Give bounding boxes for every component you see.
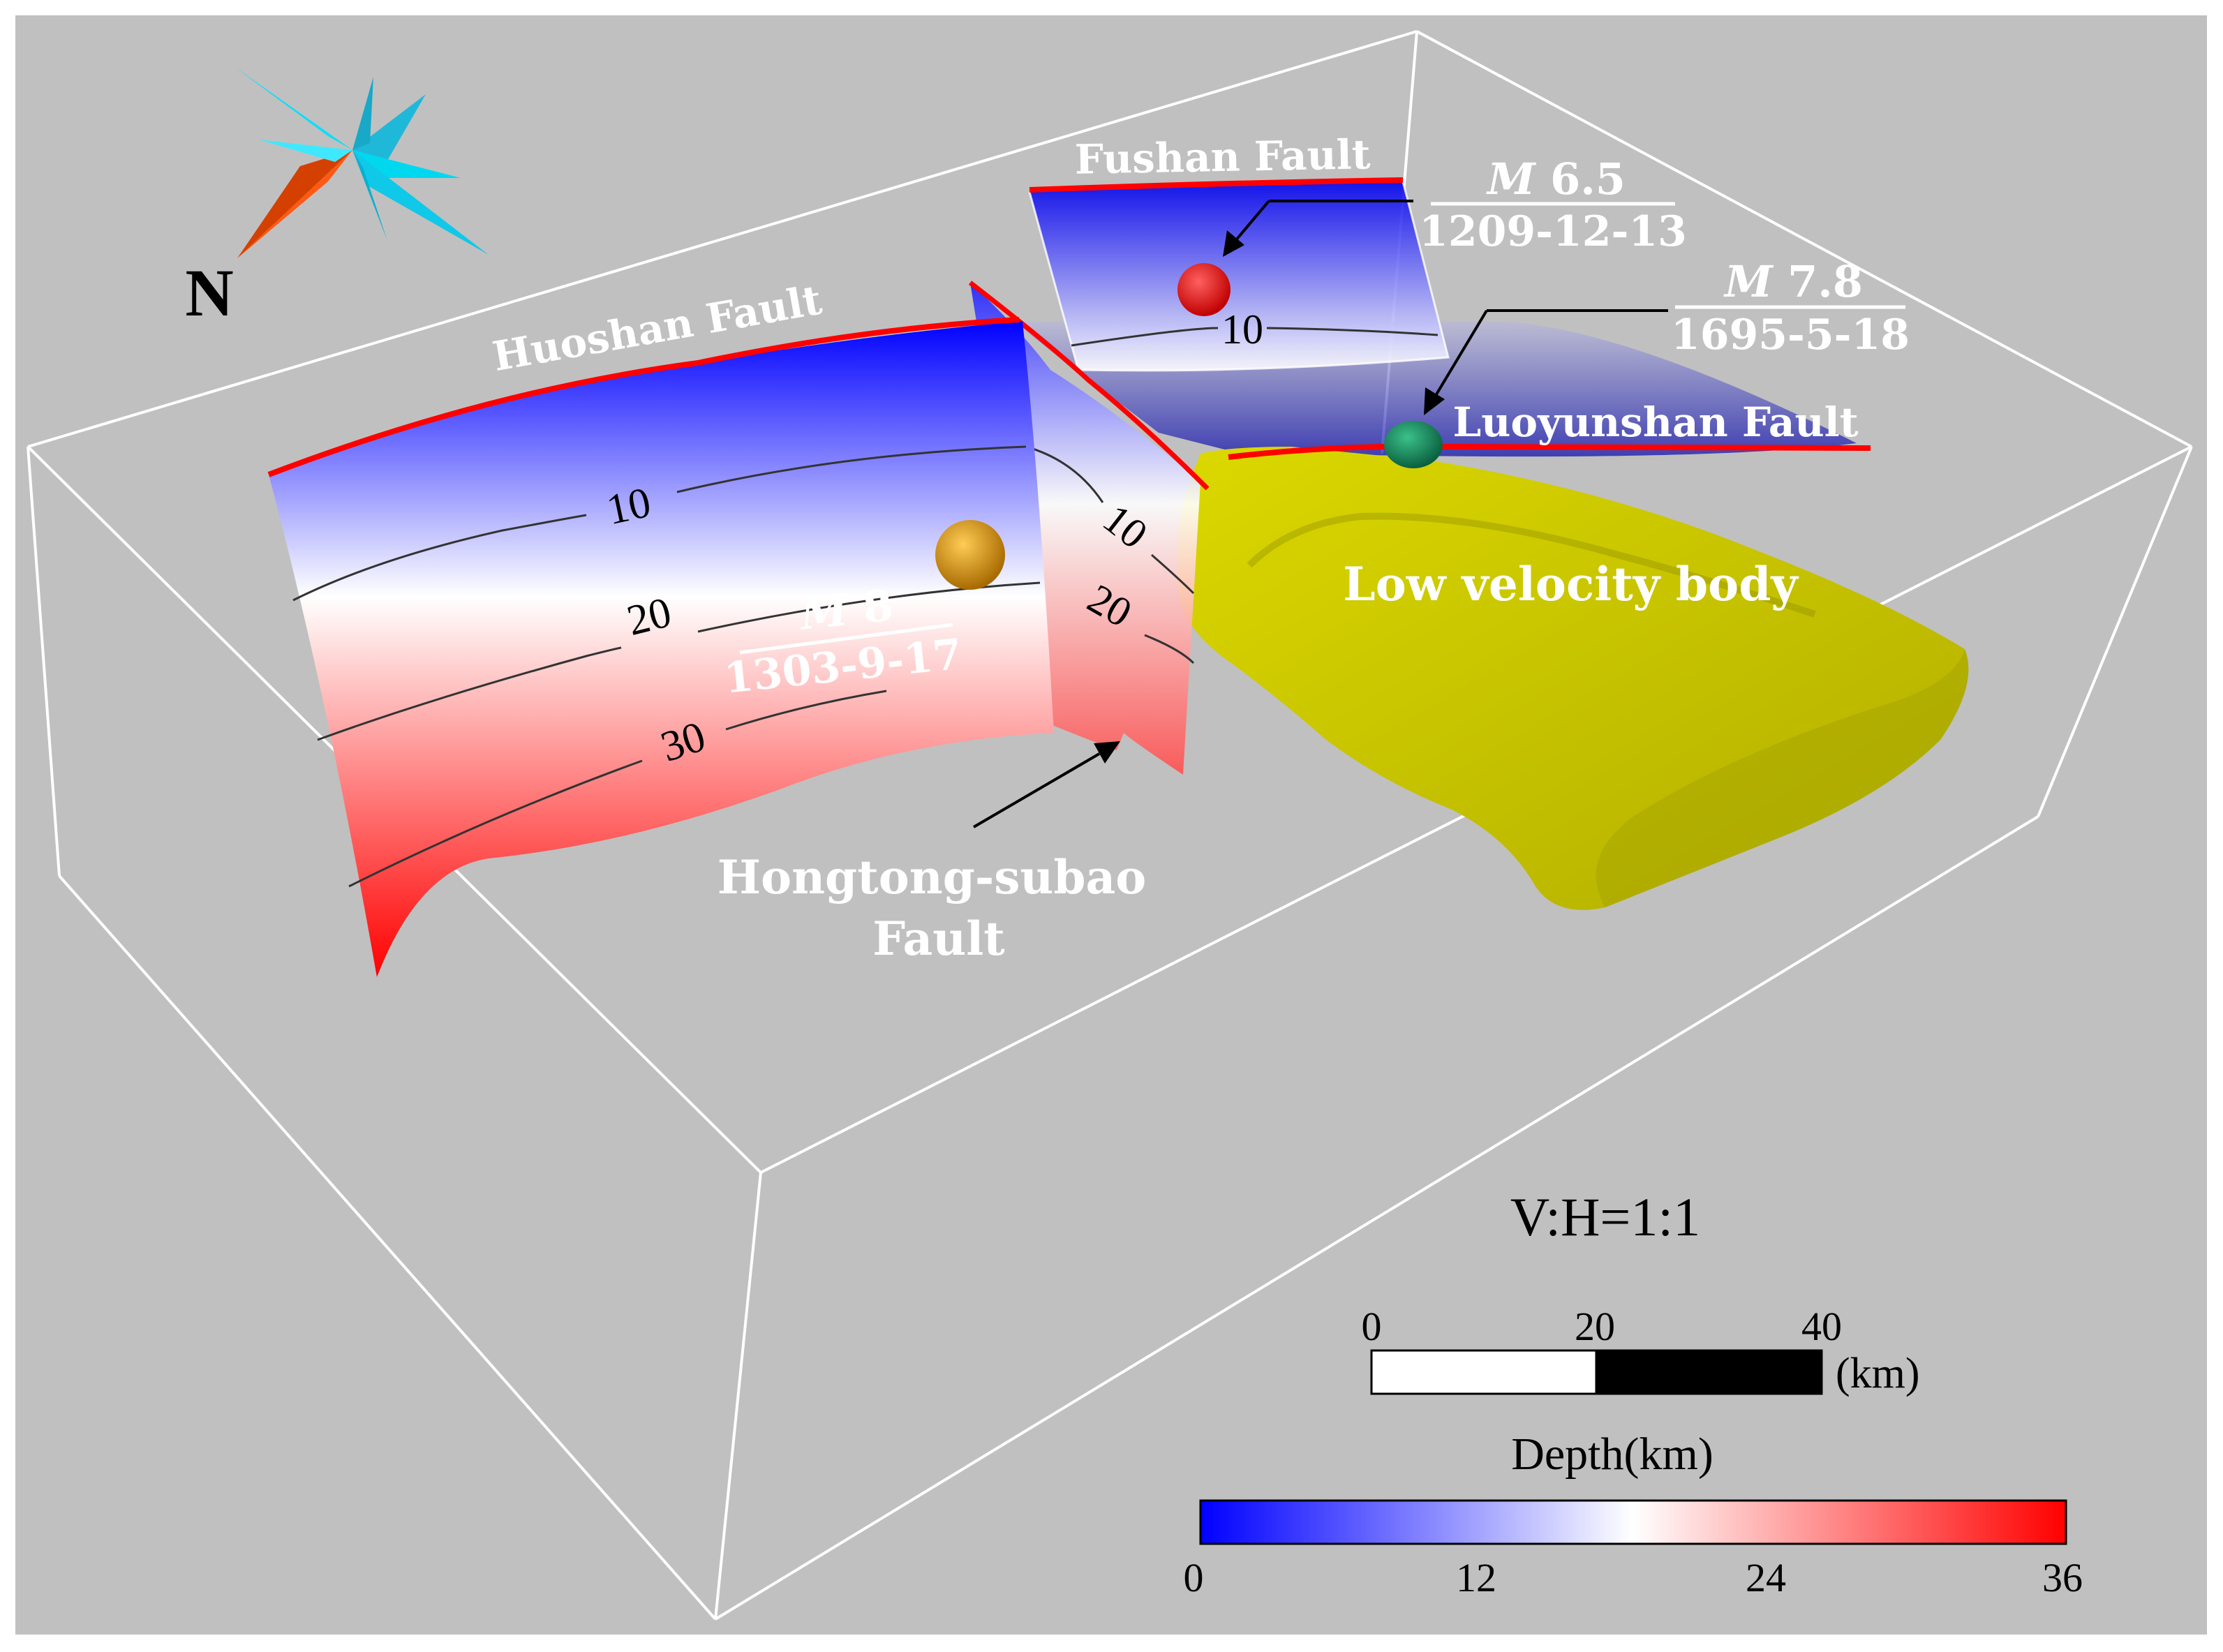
earthquake-marker-m8	[935, 520, 1005, 590]
compass-point-w	[258, 140, 352, 162]
earthquake-marker-m78	[1384, 421, 1443, 468]
earthquake-m78-arrow-shaft	[1433, 309, 1488, 399]
colorbar-tick-0: 0	[1184, 1555, 1204, 1600]
compass-north-label: N	[185, 255, 233, 330]
fushan-plane-edge	[1028, 181, 1450, 372]
compass-point-s	[352, 150, 387, 241]
hongtong-contour-20	[1144, 634, 1195, 664]
compass-point-n	[352, 77, 373, 150]
scale-tick-20: 20	[1575, 1304, 1615, 1349]
scale-segment-black	[1595, 1349, 1823, 1395]
hongtong-label-arrow-head	[1094, 741, 1120, 764]
colorbar-tick-24: 24	[1746, 1555, 1786, 1600]
earthquake-m8-magnitude: M 8	[796, 579, 895, 640]
hongtong-fault-label-line1: Hongtong-subao	[718, 850, 1147, 905]
fushan-contour-10-label: 10	[1221, 306, 1263, 352]
fushan-fault-label: Fushan Fault	[1074, 131, 1371, 183]
low-velocity-end-cap	[1596, 649, 1969, 907]
scale-ratio-label: V:H=1:1	[1510, 1186, 1700, 1247]
compass-point-ne	[352, 94, 426, 161]
earthquake-m65-magnitude: M 6.5	[1486, 154, 1626, 204]
huoshan-fault-trace	[267, 317, 1020, 477]
fushan-contour-10	[1071, 327, 1219, 347]
low-velocity-ridge	[1247, 512, 1816, 618]
hongtong-label-arrow-shaft	[972, 752, 1101, 828]
compass-north-arrow-shade	[237, 150, 352, 258]
luoyunshan-fault-label: Luoyunshan Fault	[1452, 399, 1858, 446]
compass-point-nw	[234, 66, 352, 150]
scale-segment-white	[1370, 1349, 1598, 1395]
huoshan-contour-10b	[676, 445, 1027, 493]
fushan-contour-10b	[1266, 327, 1438, 336]
scale-tick-0: 0	[1362, 1304, 1382, 1349]
earthquake-1209: M 6.5 1209-12-13	[1177, 154, 1687, 316]
colorbar-tick-12: 12	[1456, 1555, 1496, 1600]
scale-unit: (km)	[1836, 1350, 1920, 1397]
scale-bar: 0 20 40 (km)	[1362, 1304, 1920, 1397]
hongtong-fault-label-line2: Fault	[872, 911, 1005, 966]
colorbar-ramp	[1199, 1499, 2067, 1545]
huoshan-contour-20	[317, 646, 622, 741]
huoshan-contour-10	[292, 514, 587, 602]
earthquake-m78-magnitude: M 7.8	[1723, 256, 1863, 307]
earthquake-marker-m65	[1177, 263, 1231, 316]
hongtong-contour-10	[1025, 445, 1104, 503]
depth-colorbar: Depth(km) 0 12 24 36	[1184, 1429, 2083, 1600]
luoyunshan-fault-trace	[1228, 443, 1871, 460]
earthquake-m78-arrow-head	[1424, 387, 1445, 415]
fushan-fault-plane	[1029, 181, 1448, 371]
hongtong-contour-10b	[1151, 553, 1195, 595]
colorbar-tick-36: 36	[2042, 1555, 2083, 1600]
compass-point-se	[352, 150, 489, 255]
huoshan-contour-30b	[725, 690, 887, 731]
earthquake-m8-divider	[739, 623, 953, 655]
earthquake-m65-arrow-head	[1223, 230, 1244, 257]
earthquake-1695: M 7.8 1695-5-18	[1384, 256, 1910, 468]
huoshan-contour-10-label: 10	[602, 479, 655, 534]
low-velocity-label: Low velocity body	[1343, 557, 1799, 611]
earthquake-m78-date: 1695-5-18	[1671, 311, 1910, 359]
scale-tick-40: 40	[1801, 1304, 1842, 1349]
huoshan-contour-20b	[697, 581, 1041, 633]
compass-rose: N	[185, 66, 489, 330]
fushan-fault-trace	[1029, 177, 1404, 193]
earthquake-m65-arrow-shaft	[1234, 200, 1270, 242]
huoshan-contour-30	[348, 759, 643, 888]
earthquake-m65-date: 1209-12-13	[1419, 207, 1687, 256]
colorbar-title: Depth(km)	[1511, 1429, 1713, 1480]
huoshan-fault-plane	[269, 321, 1054, 977]
